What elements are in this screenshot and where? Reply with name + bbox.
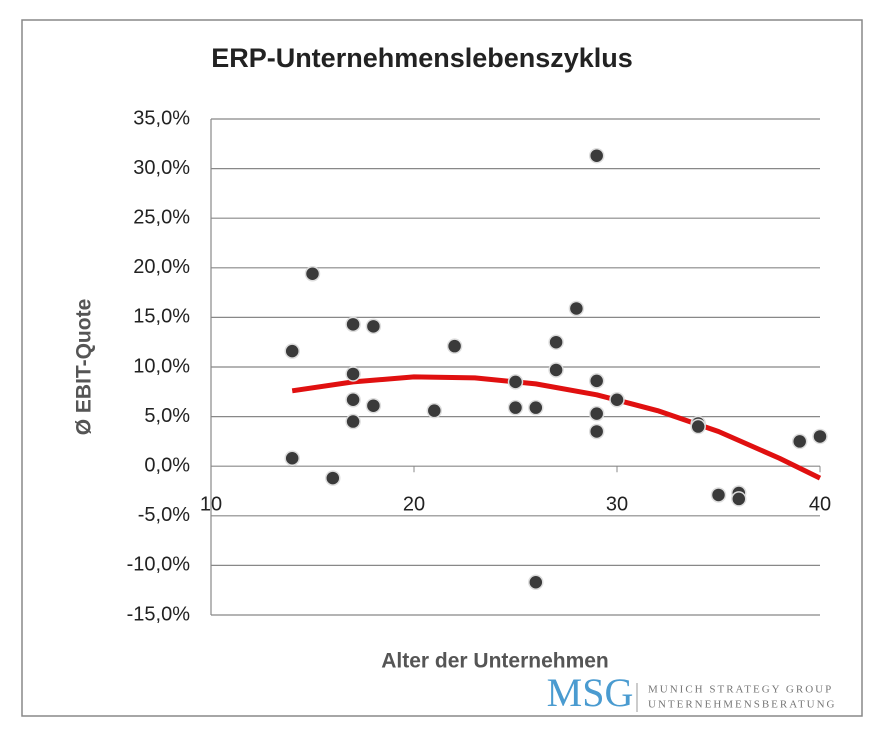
data-point (507, 374, 524, 390)
data-point (588, 147, 605, 164)
y-axis-title: Ø EBIT-Quote (73, 299, 96, 436)
y-tick-label: 25,0% (133, 206, 190, 228)
data-point (568, 300, 585, 317)
data-point (365, 397, 382, 414)
data-point (284, 343, 300, 359)
data-point (325, 470, 341, 486)
data-point (446, 338, 463, 354)
data-point (609, 391, 625, 408)
y-tick-label: 0,0% (144, 454, 190, 476)
data-point (812, 428, 828, 445)
data-point (588, 423, 605, 440)
chart-title: ERP-Unternehmenslebenszyklus (211, 43, 633, 73)
data-point (345, 366, 361, 382)
y-tick-label: -10,0% (127, 554, 191, 576)
data-point (548, 362, 564, 378)
data-point (304, 266, 321, 282)
data-point (426, 402, 443, 419)
chart-frame (21, 19, 863, 717)
x-tick-label: 20 (403, 493, 425, 515)
y-tick-label: 15,0% (133, 306, 190, 328)
y-tick-label: 5,0% (144, 405, 190, 427)
x-tick-label: 40 (809, 493, 831, 515)
x-tick-label: 30 (606, 493, 628, 515)
data-point (345, 413, 361, 430)
x-axis-title: Alter der Unternehmen (381, 650, 609, 673)
y-tick-label: 10,0% (133, 355, 190, 377)
y-tick-label: 35,0% (133, 107, 190, 129)
logo-line1: MUNICH STRATEGY GROUP (648, 684, 833, 696)
y-tick-label: 30,0% (133, 157, 190, 179)
y-tick-label: 20,0% (133, 256, 190, 278)
data-point (690, 418, 706, 435)
logo-mark: MSG (547, 670, 634, 715)
data-point (710, 487, 727, 503)
data-point (345, 391, 361, 408)
data-point (548, 334, 564, 350)
data-point (588, 405, 605, 422)
y-tick-label: -5,0% (138, 504, 190, 526)
data-point (528, 399, 544, 416)
data-point (365, 318, 382, 335)
data-point (588, 373, 605, 389)
trendline (291, 374, 822, 481)
y-tick-label: -15,0% (127, 603, 191, 625)
data-point (791, 433, 808, 450)
data-point (507, 399, 524, 416)
data-point (528, 574, 544, 591)
data-point (345, 316, 361, 333)
data-point (731, 491, 747, 507)
data-point (284, 450, 300, 467)
x-tick-label: 10 (200, 493, 222, 515)
logo-line2: UNTERNEHMENSBERATUNG (648, 699, 837, 711)
